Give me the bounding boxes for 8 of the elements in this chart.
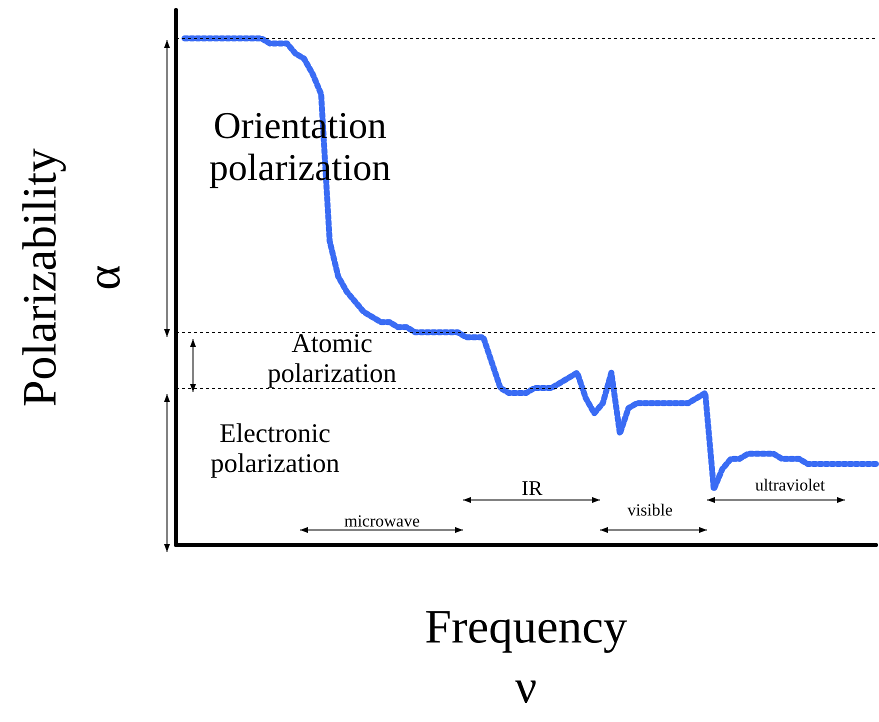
annotation: IR <box>522 476 542 500</box>
annotation: ultraviolet <box>755 476 826 494</box>
annotation: visible <box>627 500 673 520</box>
y-axis-title: Polarizability α <box>14 148 130 407</box>
annotation: Electronic polarization <box>210 418 340 478</box>
x-axis-title: Frequency ν <box>424 600 628 714</box>
annotation: Atomic polarization <box>268 328 397 388</box>
annotation: microwave <box>344 512 420 530</box>
